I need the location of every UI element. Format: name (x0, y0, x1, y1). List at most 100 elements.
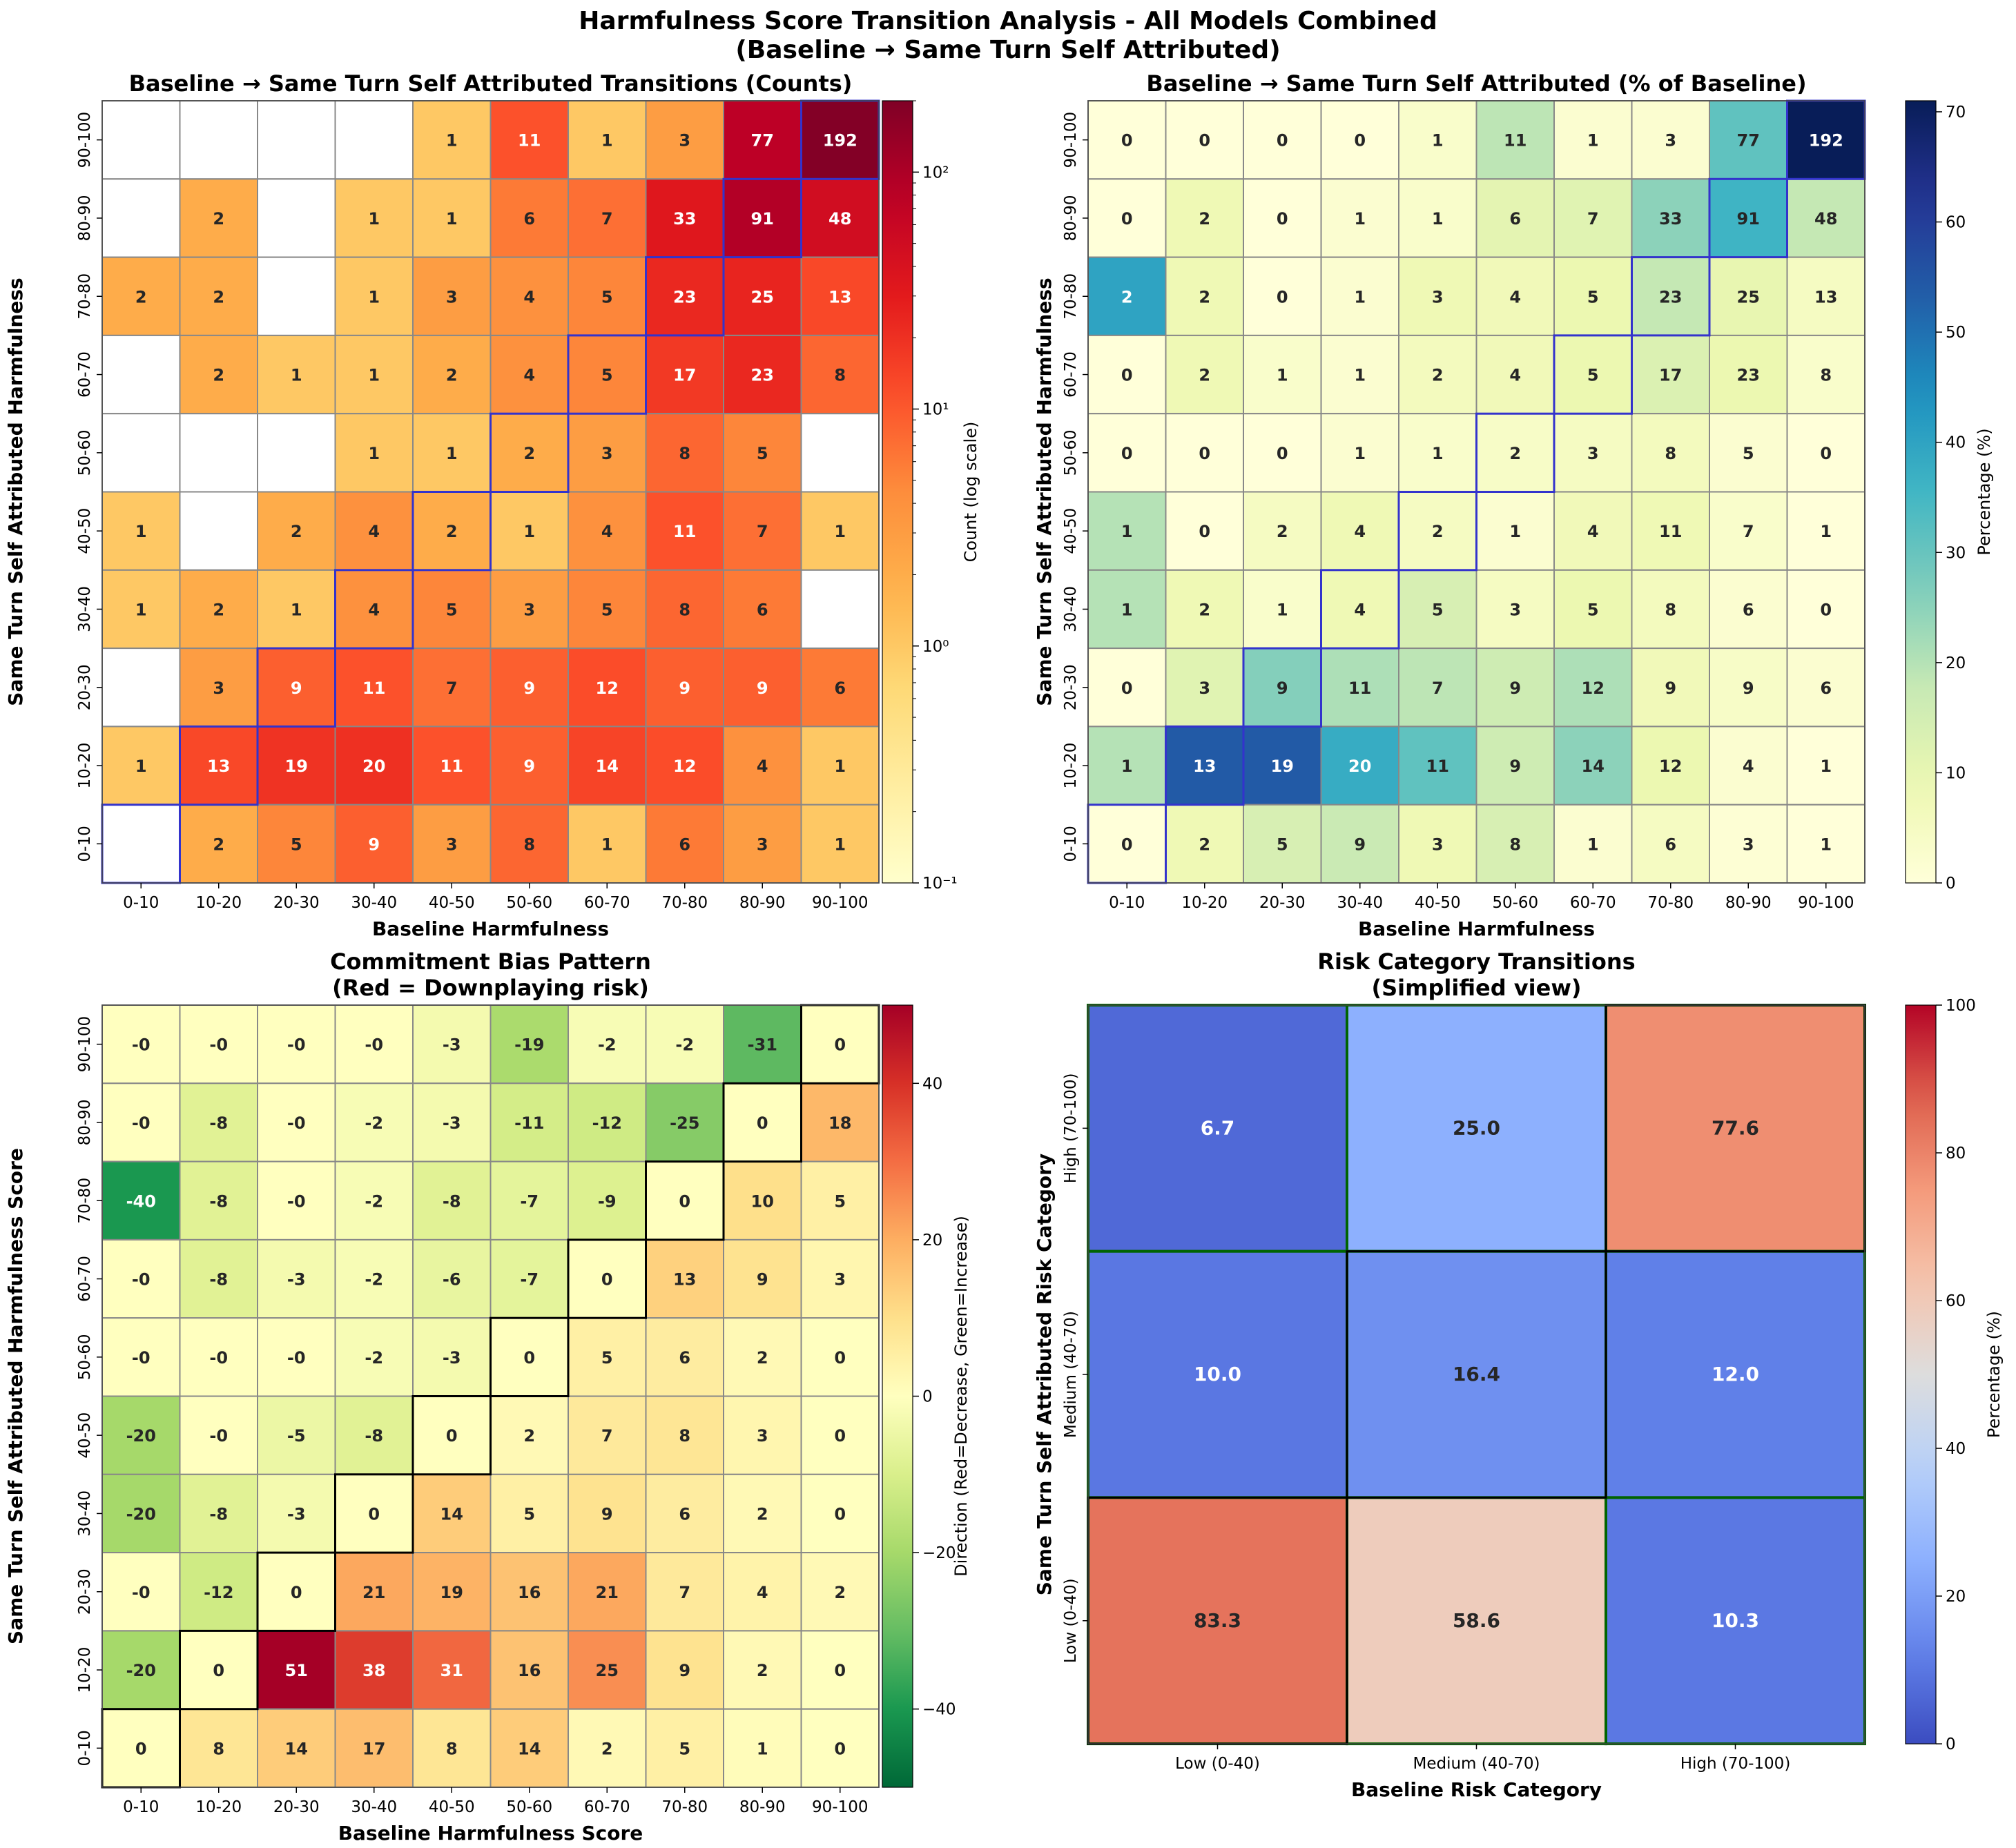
cell-label: 5 (1743, 444, 1754, 463)
heatmap-cell (1631, 648, 1710, 728)
cell-label: 9 (1743, 679, 1754, 698)
heatmap-cell (490, 648, 569, 728)
heatmap-cell (257, 1160, 336, 1241)
heatmap-cell (1165, 648, 1244, 728)
cell-label: 3 (1432, 835, 1444, 854)
heatmap-cell (1087, 726, 1167, 806)
heatmap-cell (645, 1473, 724, 1554)
heatmap-cell (1631, 413, 1710, 493)
cell-label: 58.6 (1453, 1609, 1500, 1632)
heatmap-cell (1243, 256, 1322, 336)
y-tick-label: 0-10 (76, 1730, 94, 1766)
cell-label: 20 (362, 757, 385, 776)
cell-label: 0 (1199, 444, 1210, 463)
colorbar (882, 100, 913, 884)
heatmap-cell (1709, 334, 1788, 415)
cell-label: 1 (368, 287, 380, 307)
y-tick-label: 40-50 (1062, 508, 1080, 554)
cell-label: -25 (670, 1113, 699, 1133)
diagonal-outline (567, 1238, 647, 1319)
cell-label: 2 (1199, 600, 1210, 619)
heatmap-cell (412, 1082, 492, 1163)
heatmap-cell (568, 413, 647, 493)
x-tick-label: 80-90 (739, 894, 786, 912)
heatmap-cell (1320, 178, 1399, 258)
heatmap-cell (723, 804, 802, 884)
cell-label: 1 (446, 131, 458, 150)
heatmap-cell (1087, 569, 1167, 650)
heatmap-cell-empty (101, 413, 181, 493)
diagonal-outline (1320, 569, 1400, 650)
plot-frame (1087, 100, 1865, 884)
cell-label: 0 (1354, 131, 1366, 150)
cell-label: 1 (1432, 444, 1444, 463)
heatmap-cell (800, 804, 880, 884)
x-tick-label: 40-50 (429, 894, 475, 912)
cell-label: 11 (1426, 757, 1449, 776)
cell-label: 51 (285, 1661, 308, 1680)
cell-label: 5 (446, 600, 458, 619)
y-tick-label: 20-30 (1062, 664, 1080, 710)
cell-label: -8 (209, 1504, 228, 1524)
heatmap-cell (723, 491, 802, 571)
cell-label: 1 (834, 522, 846, 541)
cell-label: 1 (1432, 209, 1444, 228)
cell-label: 4 (368, 522, 380, 541)
cell-label: -3 (443, 1348, 461, 1368)
diagonal-outline (1397, 491, 1477, 572)
cell-label: 1 (1820, 522, 1832, 541)
heatmap-cell (568, 1473, 647, 1554)
heatmap-cell (412, 1317, 492, 1397)
heatmap-cell (1243, 178, 1322, 258)
cell-label: 13 (207, 757, 230, 776)
y-axis-label: Same Turn Self Attributed Harmfulness (4, 278, 27, 706)
heatmap-cell (800, 1630, 880, 1710)
heatmap-cell (800, 1395, 880, 1475)
y-axis-label: Same Turn Self Attributed Risk Category (1033, 1154, 1056, 1595)
heatmap-cell (1087, 491, 1167, 571)
cell-label: 19 (440, 1583, 463, 1602)
heatmap-cell (490, 1160, 569, 1241)
cell-label: 25 (1737, 287, 1760, 307)
cell-label: -8 (209, 1270, 228, 1290)
cell-label: 4 (1354, 600, 1366, 619)
cell-label: -2 (365, 1270, 383, 1290)
cell-label: 3 (213, 679, 224, 698)
cell-label: 83.3 (1194, 1609, 1241, 1632)
cell-label: -40 (126, 1192, 156, 1211)
cell-label: 0 (1121, 131, 1133, 150)
x-tick-label: Medium (40-70) (1413, 1755, 1540, 1773)
cell-label: 0 (291, 1583, 302, 1602)
cell-label: -2 (365, 1113, 383, 1133)
heatmap-cell (1786, 413, 1865, 493)
diagonal-outline (722, 1082, 802, 1163)
cell-label: -12 (204, 1583, 233, 1602)
x-tick-label: 60-70 (584, 894, 630, 912)
x-tick-label: 20-30 (273, 1798, 320, 1816)
cell-label: 2 (1199, 287, 1210, 307)
y-tick-label: 20-30 (76, 1568, 94, 1615)
cell-label: 0 (1277, 209, 1288, 228)
cell-label: -0 (287, 1348, 306, 1368)
heatmap-cell (1786, 256, 1865, 336)
heatmap-cell (412, 804, 492, 884)
cell-label: 48 (828, 209, 851, 228)
heatmap-cell (179, 804, 258, 884)
heatmap-cell (1475, 413, 1555, 493)
heatmap-cell-empty (800, 569, 880, 650)
panel-title: Commitment Bias Pattern (330, 949, 651, 975)
cell-label: 20 (1348, 757, 1371, 776)
cell-label: 4 (757, 757, 768, 776)
heatmap-cell-empty (101, 648, 181, 728)
cell-label: 0 (1121, 679, 1133, 698)
cell-label: 0 (1277, 131, 1288, 150)
cell-label: -3 (287, 1270, 306, 1290)
cell-label: 2 (213, 287, 224, 307)
cell-label: 12 (596, 679, 619, 698)
cell-label: -0 (287, 1113, 306, 1133)
cell-label: 1 (834, 757, 846, 776)
heatmap-cell (645, 256, 724, 336)
cell-label: 1 (601, 835, 613, 854)
cell-label: 31 (440, 1661, 463, 1680)
cell-label: -6 (443, 1270, 461, 1290)
